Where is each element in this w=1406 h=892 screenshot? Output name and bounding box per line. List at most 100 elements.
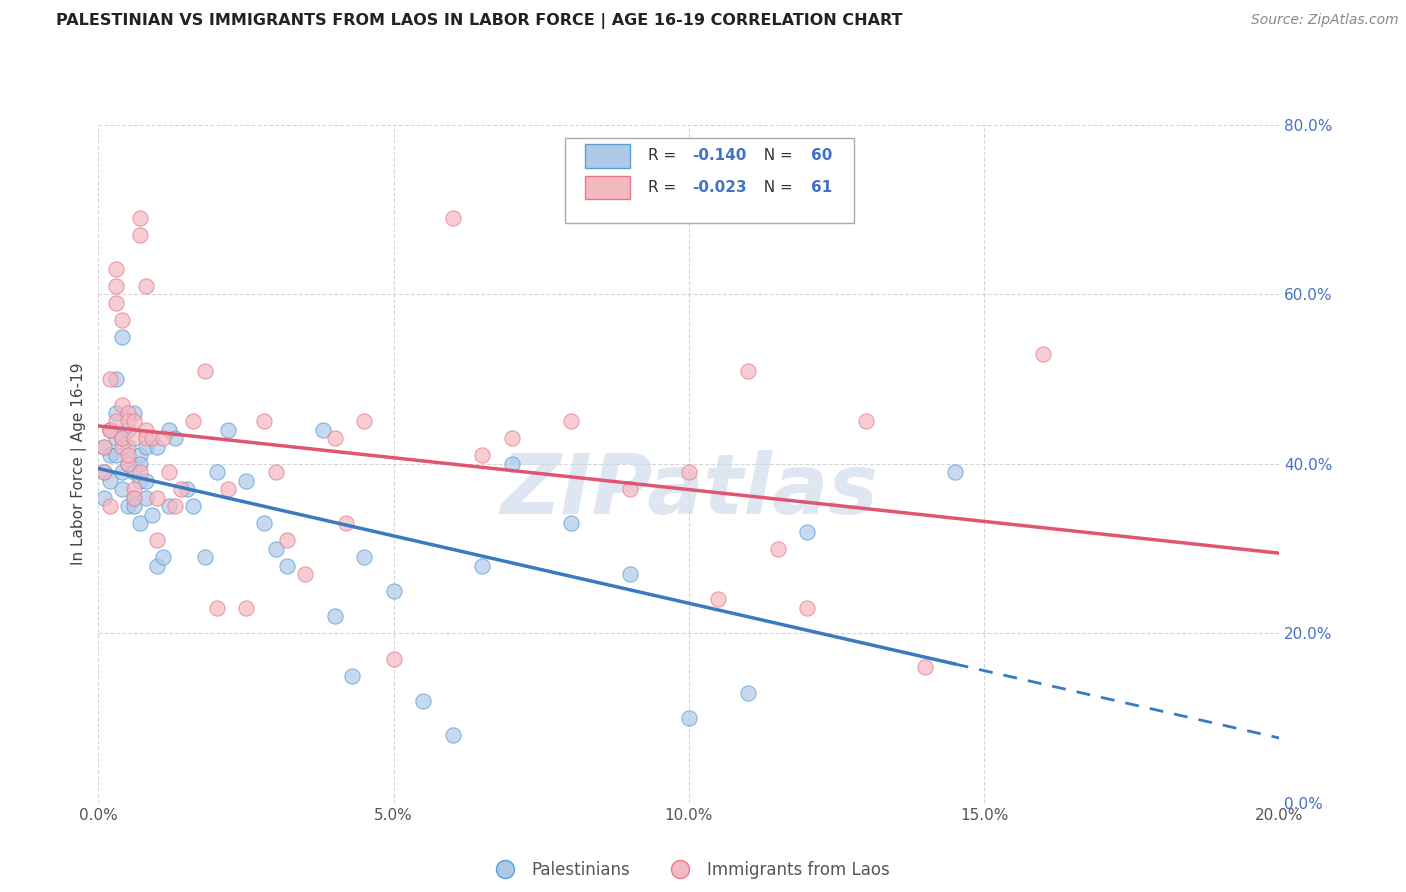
- Text: -0.140: -0.140: [693, 148, 747, 163]
- Point: [141, 432, 163, 446]
- Point: [253, 415, 276, 429]
- Y-axis label: In Labor Force | Age 16-19: In Labor Force | Age 16-19: [72, 362, 87, 566]
- Point: [117, 500, 139, 514]
- Point: [122, 415, 145, 429]
- Point: [353, 549, 375, 565]
- Point: [122, 466, 145, 480]
- Point: [128, 449, 150, 463]
- Text: 60: 60: [811, 148, 832, 163]
- Point: [93, 440, 115, 454]
- Point: [128, 466, 150, 480]
- Point: [560, 516, 582, 530]
- Point: [471, 558, 494, 573]
- Point: [93, 491, 115, 505]
- Point: [796, 524, 818, 539]
- Point: [122, 491, 145, 505]
- Point: [312, 423, 335, 437]
- Point: [796, 601, 818, 615]
- Point: [217, 423, 239, 437]
- Point: [737, 685, 759, 699]
- Point: [619, 483, 641, 497]
- Text: PALESTINIAN VS IMMIGRANTS FROM LAOS IN LABOR FORCE | AGE 16-19 CORRELATION CHART: PALESTINIAN VS IMMIGRANTS FROM LAOS IN L…: [56, 13, 903, 29]
- Point: [205, 601, 228, 615]
- Point: [98, 500, 121, 514]
- Point: [122, 491, 145, 505]
- Point: [128, 516, 150, 530]
- Point: [105, 415, 128, 429]
- Point: [122, 483, 145, 497]
- Point: [766, 541, 789, 556]
- Point: [737, 364, 759, 378]
- Point: [111, 330, 134, 344]
- Point: [98, 372, 121, 386]
- Point: [157, 423, 180, 437]
- Point: [181, 500, 204, 514]
- Point: [111, 466, 134, 480]
- Point: [105, 432, 128, 446]
- Point: [382, 584, 405, 599]
- Point: [135, 432, 157, 446]
- Point: [707, 592, 730, 607]
- Point: [98, 474, 121, 488]
- Point: [678, 711, 700, 725]
- Point: [165, 432, 187, 446]
- FancyBboxPatch shape: [565, 138, 855, 223]
- Point: [135, 440, 157, 454]
- Point: [205, 466, 228, 480]
- Point: [382, 651, 405, 665]
- Point: [264, 541, 287, 556]
- Text: ZIPatlas: ZIPatlas: [501, 450, 877, 532]
- Point: [323, 432, 346, 446]
- Point: [235, 601, 257, 615]
- Point: [135, 491, 157, 505]
- Point: [117, 423, 139, 437]
- Text: Source: ZipAtlas.com: Source: ZipAtlas.com: [1251, 13, 1399, 28]
- Point: [135, 423, 157, 437]
- Point: [122, 432, 145, 446]
- Point: [117, 406, 139, 420]
- Point: [105, 406, 128, 420]
- Point: [128, 228, 150, 243]
- Point: [1032, 346, 1054, 360]
- Point: [111, 483, 134, 497]
- Point: [353, 415, 375, 429]
- Point: [194, 364, 217, 378]
- Point: [98, 423, 121, 437]
- Point: [181, 415, 204, 429]
- Bar: [585, 176, 630, 200]
- Text: 61: 61: [811, 180, 832, 195]
- Point: [157, 500, 180, 514]
- Point: [105, 372, 128, 386]
- Point: [122, 406, 145, 420]
- Point: [253, 516, 276, 530]
- Point: [105, 296, 128, 310]
- Point: [264, 466, 287, 480]
- Point: [117, 440, 139, 454]
- Point: [122, 500, 145, 514]
- Point: [152, 432, 174, 446]
- Point: [128, 457, 150, 471]
- Point: [128, 211, 150, 226]
- Point: [111, 313, 134, 327]
- Point: [141, 508, 163, 522]
- Point: [146, 491, 169, 505]
- Point: [93, 440, 115, 454]
- Point: [276, 533, 298, 548]
- Point: [98, 423, 121, 437]
- Text: R =: R =: [648, 180, 681, 195]
- Point: [335, 516, 357, 530]
- Point: [294, 567, 316, 582]
- Point: [111, 440, 134, 454]
- Point: [165, 500, 187, 514]
- Point: [943, 466, 966, 480]
- Point: [135, 279, 157, 293]
- Point: [105, 262, 128, 277]
- Point: [194, 549, 217, 565]
- Text: N =: N =: [754, 180, 797, 195]
- Point: [105, 449, 128, 463]
- Text: N =: N =: [754, 148, 797, 163]
- Point: [157, 466, 180, 480]
- Point: [111, 432, 134, 446]
- Point: [619, 567, 641, 582]
- Legend: Palestinians, Immigrants from Laos: Palestinians, Immigrants from Laos: [481, 855, 897, 886]
